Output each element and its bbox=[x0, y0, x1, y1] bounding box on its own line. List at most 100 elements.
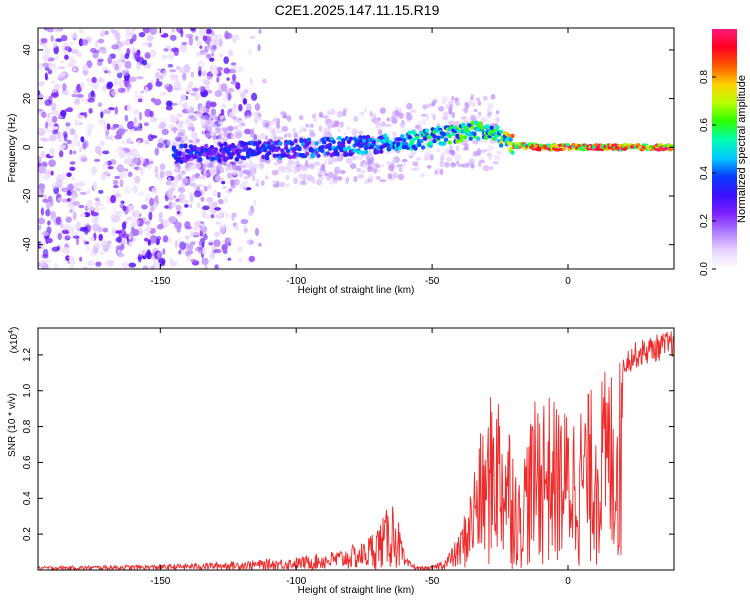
heatmap-cell bbox=[244, 228, 248, 233]
heatmap-cell bbox=[489, 125, 494, 130]
heatmap-cell bbox=[232, 212, 237, 218]
heatmap-cell bbox=[157, 224, 164, 230]
heatmap-cell bbox=[287, 154, 293, 160]
heatmap-cell bbox=[180, 183, 186, 188]
heatmap-cell bbox=[104, 30, 109, 36]
heatmap-cell bbox=[441, 152, 446, 160]
heatmap-cell bbox=[293, 168, 297, 175]
heatmap-cell bbox=[146, 164, 153, 170]
heatmap-cell bbox=[138, 31, 146, 38]
heatmap-cell bbox=[183, 64, 191, 73]
heatmap-cell bbox=[489, 166, 494, 170]
heatmap-cell bbox=[62, 246, 71, 254]
heatmap-cell bbox=[45, 201, 51, 210]
heatmap-cell bbox=[55, 38, 63, 43]
heatmap-cell bbox=[51, 246, 60, 252]
heatmap-cell bbox=[222, 185, 228, 190]
heatmap-cell bbox=[167, 63, 174, 68]
heatmap-cell bbox=[44, 259, 52, 263]
heatmap-cell bbox=[59, 72, 67, 76]
heatmap-cell bbox=[444, 104, 451, 109]
heatmap-cell bbox=[244, 169, 251, 176]
heatmap-cell bbox=[436, 148, 440, 153]
heatmap-cell bbox=[50, 110, 56, 115]
heatmap-cell bbox=[142, 265, 149, 269]
heatmap-cell bbox=[233, 118, 237, 124]
heatmap-cell bbox=[134, 51, 141, 60]
y-tick-label: 0.6 bbox=[22, 455, 33, 469]
heatmap-cell bbox=[320, 148, 325, 154]
heatmap-cell bbox=[309, 123, 314, 128]
heatmap-cell bbox=[116, 164, 125, 173]
heatmap-cell bbox=[377, 167, 381, 173]
heatmap-cell bbox=[216, 76, 220, 83]
heatmap-cell bbox=[67, 260, 71, 264]
heatmap-cell bbox=[156, 78, 160, 85]
heatmap-cell bbox=[245, 115, 251, 119]
heatmap-cell bbox=[130, 28, 135, 37]
heatmap-cell bbox=[337, 135, 342, 141]
heatmap-cell bbox=[486, 107, 492, 113]
heatmap-cell bbox=[82, 266, 88, 269]
heatmap-cell bbox=[213, 249, 222, 254]
heatmap-cell bbox=[161, 128, 169, 136]
heatmap-cell bbox=[426, 164, 432, 169]
heatmap-cell bbox=[83, 112, 88, 118]
heatmap-cell bbox=[328, 179, 334, 186]
heatmap-cell bbox=[375, 122, 382, 129]
heatmap-cell bbox=[144, 220, 151, 225]
heatmap-cell bbox=[132, 108, 140, 115]
heatmap-cell bbox=[153, 98, 162, 106]
heatmap-cell bbox=[57, 28, 64, 32]
heatmap-cell bbox=[261, 154, 266, 160]
heatmap-cell bbox=[207, 163, 213, 169]
heatmap-cell bbox=[228, 241, 232, 247]
heatmap-cell bbox=[353, 175, 358, 183]
heatmap-cell bbox=[422, 117, 427, 125]
heatmap-cell bbox=[367, 151, 373, 158]
heatmap-cell bbox=[197, 184, 205, 188]
heatmap-cell bbox=[385, 123, 392, 128]
heatmap-cell bbox=[221, 127, 229, 132]
heatmap-cell bbox=[425, 150, 431, 156]
heatmap-cell bbox=[342, 147, 348, 152]
heatmap-cell bbox=[184, 221, 191, 230]
heatmap-cell bbox=[443, 111, 449, 116]
heatmap-cell bbox=[205, 101, 212, 109]
heatmap-cell bbox=[283, 166, 287, 171]
heatmap-cell bbox=[65, 204, 73, 208]
heatmap-cell bbox=[50, 34, 54, 42]
heatmap-cell bbox=[177, 186, 186, 194]
heatmap-cell bbox=[125, 152, 133, 157]
heatmap-cell bbox=[357, 173, 365, 179]
heatmap-cell bbox=[197, 59, 205, 69]
heatmap-cell bbox=[134, 90, 138, 99]
heatmap-cell bbox=[117, 128, 126, 136]
heatmap-cell bbox=[106, 240, 112, 245]
heatmap-cell bbox=[450, 150, 456, 156]
heatmap-cell bbox=[191, 174, 196, 179]
heatmap-cell bbox=[115, 193, 122, 198]
heatmap-cell bbox=[240, 122, 246, 126]
heatmap-cell bbox=[254, 103, 261, 111]
heatmap-cell bbox=[44, 72, 48, 81]
heatmap-cell bbox=[219, 211, 226, 215]
heatmap-cell bbox=[75, 93, 84, 98]
heatmap-cell bbox=[168, 201, 173, 211]
heatmap-cell bbox=[222, 135, 229, 143]
snr-frame bbox=[37, 327, 675, 571]
heatmap-cell bbox=[387, 172, 393, 180]
heatmap-cell bbox=[253, 199, 257, 206]
heatmap-cell bbox=[188, 36, 194, 46]
heatmap-cell bbox=[203, 185, 208, 192]
heatmap-cell bbox=[218, 120, 225, 125]
heatmap-cell bbox=[55, 216, 62, 225]
heatmap-cell bbox=[132, 122, 141, 128]
heatmap-cell bbox=[103, 109, 112, 115]
heatmap-cell bbox=[84, 205, 89, 212]
heatmap-cell bbox=[70, 33, 78, 39]
heatmap-cell bbox=[194, 35, 199, 42]
heatmap-cell bbox=[128, 204, 135, 213]
heatmap-cell bbox=[292, 127, 296, 133]
heatmap-cell bbox=[561, 147, 567, 151]
